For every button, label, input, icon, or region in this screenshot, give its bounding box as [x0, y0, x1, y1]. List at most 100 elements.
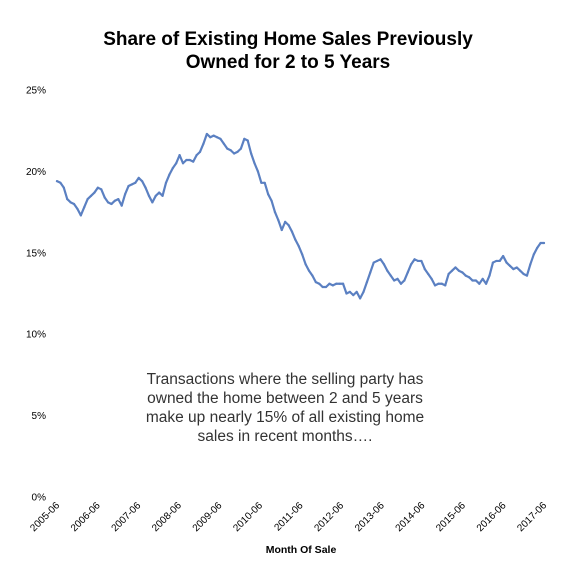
- data-point: [389, 274, 392, 277]
- data-point: [290, 230, 294, 233]
- data-point: [372, 261, 375, 264]
- data-point: [362, 290, 365, 293]
- data-point: [382, 263, 386, 266]
- data-point: [423, 267, 426, 271]
- data-point: [205, 132, 208, 136]
- data-point: [355, 290, 358, 293]
- data-point: [512, 267, 515, 271]
- data-point: [474, 279, 477, 282]
- data-point: [471, 279, 474, 282]
- data-point: [321, 285, 324, 289]
- data-point: [532, 253, 535, 256]
- data-point: [76, 207, 79, 210]
- data-point: [117, 197, 120, 201]
- annotation-line: sales in recent months….: [197, 428, 373, 445]
- data-point: [352, 294, 355, 297]
- data-point: [89, 194, 93, 197]
- data-point: [519, 269, 522, 272]
- data-point: [124, 193, 127, 196]
- data-point: [525, 274, 529, 277]
- data-point: [62, 186, 65, 189]
- data-point: [481, 277, 484, 280]
- data-point: [464, 274, 467, 277]
- data-point: [324, 285, 328, 289]
- data-point: [491, 261, 495, 264]
- data-point: [137, 176, 140, 180]
- data-point: [396, 277, 399, 280]
- data-point: [141, 180, 144, 183]
- data-point: [437, 282, 440, 285]
- data-point: [314, 281, 317, 284]
- data-point: [444, 284, 447, 287]
- data-point: [236, 150, 239, 153]
- x-tick-label: 2015-06: [434, 500, 468, 534]
- data-point: [338, 282, 341, 285]
- annotation-text: Transactions where the selling party has…: [120, 370, 450, 446]
- data-points: [55, 132, 546, 300]
- x-tick-label: 2016-06: [475, 500, 509, 534]
- data-point: [403, 279, 406, 282]
- data-point: [539, 241, 542, 245]
- data-point: [359, 297, 362, 300]
- data-point: [215, 136, 219, 139]
- data-point: [345, 292, 348, 295]
- data-point: [280, 228, 283, 232]
- data-point: [195, 154, 198, 157]
- data-point: [447, 272, 450, 276]
- data-point: [239, 147, 242, 150]
- data-point: [273, 211, 277, 214]
- data-point: [328, 282, 331, 285]
- data-point: [399, 282, 403, 285]
- data-point: [164, 181, 168, 184]
- data-point: [433, 284, 437, 287]
- y-tick-label: 25%: [26, 86, 46, 97]
- x-tick-label: 2009-06: [191, 500, 225, 534]
- data-point: [127, 184, 130, 188]
- data-point: [478, 282, 481, 285]
- data-point: [467, 276, 471, 279]
- data-point: [267, 193, 270, 196]
- data-point: [307, 269, 311, 272]
- data-point: [226, 147, 229, 150]
- data-point: [192, 160, 195, 163]
- data-point: [413, 258, 416, 261]
- data-point: [461, 271, 464, 274]
- x-axis-title: Month Of Sale: [266, 544, 337, 556]
- data-point: [198, 150, 202, 153]
- x-tick-label: 2010-06: [231, 500, 265, 534]
- data-point: [495, 259, 498, 263]
- data-point: [168, 173, 171, 176]
- data-point: [246, 139, 249, 142]
- data-point: [222, 142, 225, 145]
- data-point: [331, 284, 334, 287]
- data-point: [454, 266, 457, 269]
- data-point: [386, 269, 389, 272]
- x-tick-label: 2012-06: [312, 500, 346, 534]
- data-point: [232, 152, 236, 155]
- data-point: [287, 224, 290, 227]
- data-point: [110, 202, 113, 206]
- data-point: [134, 181, 137, 184]
- data-point: [536, 246, 539, 250]
- data-point: [529, 263, 532, 266]
- data-point: [120, 204, 123, 207]
- data-point: [229, 149, 232, 152]
- data-point: [297, 245, 300, 248]
- data-point: [515, 266, 518, 269]
- data-point: [171, 167, 174, 170]
- data-point: [113, 199, 116, 202]
- data-point: [277, 219, 280, 222]
- data-point: [270, 199, 273, 202]
- data-point: [416, 259, 420, 263]
- y-axis: 0% 5% 10% 15% 20% 25%: [26, 86, 46, 504]
- data-point: [457, 269, 460, 272]
- data-point: [348, 290, 351, 293]
- data-point: [202, 142, 205, 145]
- data-point: [209, 136, 212, 139]
- data-point: [181, 162, 185, 165]
- data-point: [260, 181, 263, 184]
- data-point: [376, 259, 379, 263]
- data-point: [175, 162, 178, 165]
- data-point: [427, 272, 430, 276]
